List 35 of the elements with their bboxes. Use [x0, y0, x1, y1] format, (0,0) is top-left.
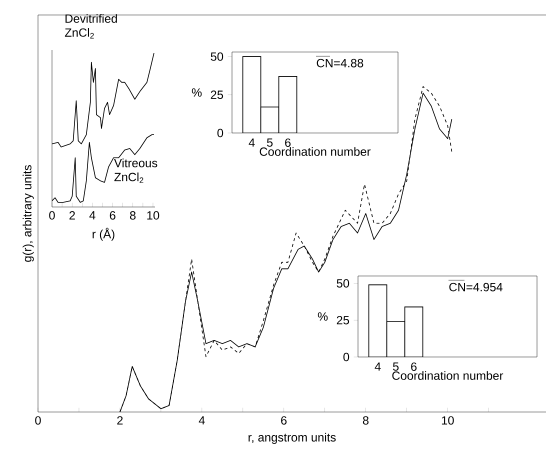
y-tick-label: 0	[343, 352, 350, 362]
y-axis-title: %	[192, 88, 202, 97]
x-axis-title: r (Å)	[92, 228, 114, 241]
x-tick-label: 6	[110, 211, 116, 220]
series-label: Vitreous ZnCl$_{2}$	[114, 158, 158, 183]
x-axis-title: Coordination number	[392, 371, 504, 380]
y-axis-title: g(r), arbitrary units	[22, 165, 34, 262]
annotation: CN=4.954	[449, 282, 503, 292]
x-tick-label: 6	[285, 138, 291, 147]
text: CN=4.88	[316, 58, 364, 68]
y-tick-label: 25	[336, 316, 350, 324]
x-tick-label: 10	[147, 211, 160, 220]
x-axis-title: r, angstrom units	[248, 432, 336, 444]
x-tick-label: 0	[49, 211, 55, 220]
x-tick-label: 8	[130, 211, 136, 220]
x-tick-label: 4	[89, 211, 96, 220]
x-tick-label: 0	[35, 416, 41, 425]
x-tick-label: 2	[117, 416, 123, 425]
y-tick-label: 0	[217, 128, 224, 138]
x-tick-label: 6	[281, 416, 287, 425]
x-tick-label: 4	[374, 362, 381, 371]
y-tick-label: 50	[210, 52, 224, 61]
x-axis-title: Coordination number	[260, 147, 371, 156]
x-tick-label: 4	[248, 138, 255, 147]
text: Devitrified ZnCl$_{2}$	[64, 14, 117, 38]
x-tick-label: 5	[392, 362, 399, 371]
y-axis-title: %	[318, 312, 328, 321]
x-tick-label: 10	[442, 416, 454, 425]
x-tick-label: 4	[198, 416, 205, 424]
y-tick-label: 25	[210, 90, 224, 100]
y-tick-label: 50	[336, 279, 350, 288]
x-tick-label: 2	[69, 211, 75, 220]
x-tick-label: 8	[362, 416, 369, 425]
x-tick-label: 6	[411, 362, 417, 371]
x-tick-label: 5	[266, 138, 273, 147]
